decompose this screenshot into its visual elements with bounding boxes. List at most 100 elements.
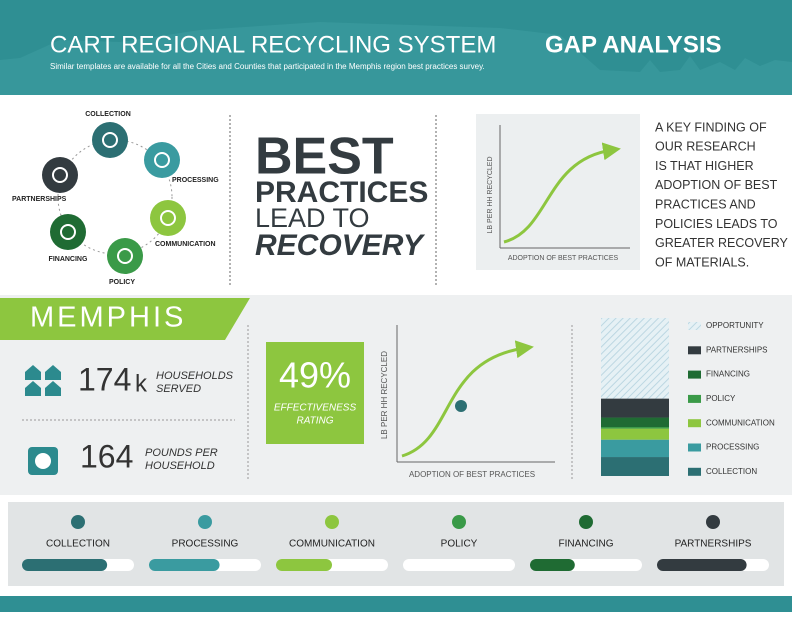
progress-label: PROCESSING [172,539,239,550]
city-name: MEMPHIS [30,302,186,334]
cycle-label: FINANCING [49,256,88,263]
cycle-label: PROCESSING [172,177,219,184]
axis-label: LB PER HH RECYCLED [380,351,389,439]
cycle-node [107,238,143,274]
cycle-icon [52,167,68,183]
cycle-icon [117,248,133,264]
curve [503,142,621,244]
stat-label: POUNDS PER [145,447,218,459]
progress-icon [579,515,593,529]
legend-swatch [688,346,701,355]
legend-label: FINANCING [706,370,750,379]
cycle-icon [160,210,176,226]
progress-bar [530,559,575,571]
progress-label: FINANCING [559,539,614,550]
cycle-label: POLICY [109,279,135,286]
skyline [0,22,792,95]
subtitle: Similar templates are available for all … [50,62,485,71]
progress-icon [71,515,85,529]
finding-text: GREATER RECOVERY [655,236,789,250]
progress-icon [325,515,339,529]
axis-label: ADOPTION OF BEST PRACTICES [409,470,535,479]
progress-section [8,502,784,586]
legend-swatch [688,394,701,403]
progress-icon [452,515,466,529]
stack-segment [601,398,669,418]
cycle-icon [102,132,118,148]
progress-bar [22,559,108,571]
headline: BEST [255,128,394,186]
legend-label: POLICY [706,394,736,403]
legend-label: COLLECTION [706,467,757,476]
progress-track [403,559,515,571]
households-value: 174 [78,361,131,397]
finding-text: OF MATERIALS. [655,255,749,269]
finding-text: A KEY FINDING OF [655,120,767,134]
axis-label: ADOPTION OF BEST PRACTICES [508,255,619,262]
households-unit: k [135,370,148,397]
effectiveness-value: 49% [279,355,351,396]
cycle-label: COLLECTION [85,111,131,118]
cycle-node [150,200,186,236]
finding-text: OUR RESEARCH [655,140,756,154]
progress-icon [706,515,720,529]
progress-label: COLLECTION [46,539,110,550]
cycle-icon [60,224,76,240]
effectiveness-label: RATING [296,416,333,427]
legend-label: PROCESSING [706,443,759,452]
stat-label: SERVED [156,383,201,395]
legend-label: OPPORTUNITY [706,321,764,330]
effectiveness-box [266,342,364,444]
cycle-node [42,157,78,193]
headline: LEAD TO [255,203,370,233]
stack-segment [601,427,669,429]
stack-segment [601,417,669,428]
progress-label: COMMUNICATION [289,539,375,550]
house-icon [25,365,61,396]
legend-swatch [688,370,701,379]
progress-bar [149,559,220,571]
title: CART REGIONAL RECYCLING SYSTEM [50,31,496,58]
city-banner [0,298,250,340]
stack-segment [601,439,669,458]
progress-icon [198,515,212,529]
headline: RECOVERY [255,229,426,262]
finding-text: ADOPTION OF BEST [655,178,778,192]
finding-text: PRACTICES AND [655,197,756,211]
cycle-node [144,142,180,178]
stat-label: HOUSEHOLDS [156,370,234,382]
curve [401,340,534,458]
pounds-value: 164 [80,438,133,474]
cycle-node [50,214,86,250]
effectiveness-label: EFFECTIVENESS [274,403,357,414]
legend-swatch [688,443,701,452]
position-dot [455,400,467,412]
title-bold: GAP ANALYSIS [545,31,722,58]
footer-bar [0,596,792,612]
stack-segment [601,318,669,399]
progress-label: POLICY [441,539,478,550]
cycle-node [92,122,128,158]
legend-swatch [688,322,701,330]
progress-label: PARTNERSHIPS [675,539,752,550]
scale-icon [35,453,51,469]
legend-label: PARTNERSHIPS [706,345,768,354]
stack-segment [601,428,669,440]
chart-panel [476,114,640,270]
cycle-icon [154,152,170,168]
cycle-label: COMMUNICATION [155,241,216,248]
stat-label: HOUSEHOLD [145,460,215,472]
headline: PRACTICES [255,176,428,209]
cycle-ring [57,139,173,255]
cycle-label: PARTNERSHIPS [12,196,67,203]
legend-label: COMMUNICATION [706,418,775,427]
finding-text: POLICIES LEADS TO [655,217,778,231]
finding-text: IS THAT HIGHER [655,159,754,173]
progress-bar [657,559,747,571]
progress-bar [276,559,332,571]
legend-swatch [688,419,701,428]
legend-swatch [688,467,701,476]
axis-label: LB PER HH RECYCLED [487,156,494,233]
